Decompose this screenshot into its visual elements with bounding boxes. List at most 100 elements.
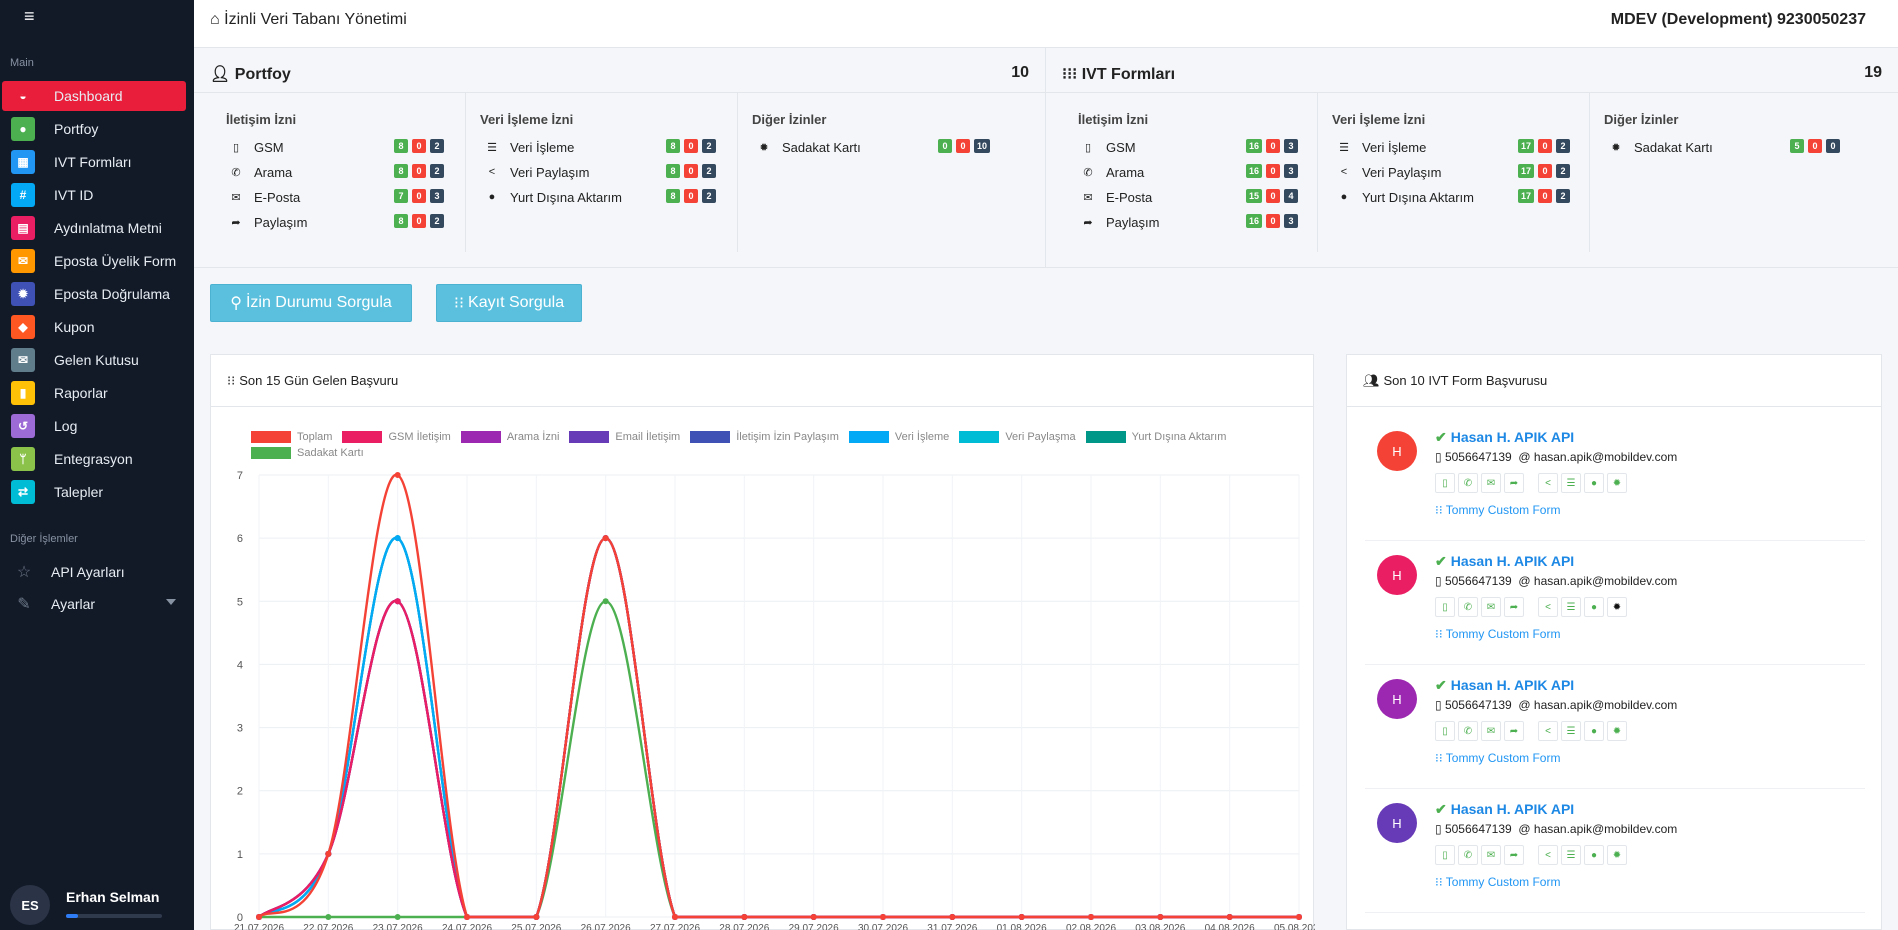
sidebar-item-eposta-yelik-form[interactable]: ✉ Eposta Üyelik Form bbox=[2, 246, 186, 276]
form-name: Tommy Custom Form bbox=[1445, 627, 1561, 641]
at-icon: @ bbox=[1518, 450, 1531, 464]
share-alt-icon: < bbox=[1538, 845, 1558, 865]
applicant-name[interactable]: ✔ Hasan H. APIK API bbox=[1435, 429, 1574, 446]
applicant-phone: 5056647139 bbox=[1444, 822, 1512, 836]
applicant-name-text: Hasan H. APIK API bbox=[1450, 801, 1575, 817]
chart-legend: Toplam GSM İletişim Arama İzni Email İletiş… bbox=[251, 431, 1301, 463]
spacer bbox=[1527, 597, 1535, 617]
share-alt-icon: < bbox=[1340, 166, 1348, 178]
spacer bbox=[1527, 473, 1535, 493]
applicant-name[interactable]: ✔ Hasan H. APIK API bbox=[1435, 677, 1574, 694]
badge-icon: ✹ bbox=[1607, 597, 1627, 617]
ivt-column: Veri İşleme İzni ☰ Veri İşleme 17 0 2 < Veri Pa… bbox=[1318, 92, 1590, 252]
y-tick-label: 5 bbox=[237, 596, 243, 608]
mobile-icon: ▯ bbox=[1435, 574, 1442, 588]
user-profile[interactable]: ES bbox=[10, 885, 50, 925]
legend-item[interactable]: Yurt Dışına Aktarım bbox=[1085, 431, 1226, 443]
user-name: Erhan Selman bbox=[66, 889, 160, 905]
list-item[interactable]: H ✔ Hasan H. APIK API ▯ 5056647139 @ hasan.… bbox=[1365, 789, 1865, 913]
approved-count-badge: 17 bbox=[1518, 164, 1535, 178]
globe-icon: ● bbox=[1584, 597, 1604, 617]
sidebar-item-ivt-id[interactable]: # IVT ID bbox=[2, 180, 186, 210]
sidebar-item-dashboard[interactable]: ◒ Dashboard bbox=[2, 81, 186, 111]
form-link[interactable]: ⁝⁝ Tommy Custom Form bbox=[1435, 627, 1560, 641]
legend-item[interactable]: Toplam bbox=[251, 431, 332, 443]
count-badges: 15 0 4 bbox=[1246, 189, 1299, 203]
check-icon: ✔ bbox=[1435, 801, 1447, 817]
kayit-sorgula-button[interactable]: ⁝⁝ Kayıt Sorgula bbox=[436, 284, 582, 322]
hash-icon: # bbox=[11, 183, 35, 207]
rejected-count-badge: 0 bbox=[1266, 189, 1281, 203]
legend-item[interactable]: GSM İletişim bbox=[342, 431, 451, 443]
x-tick-label: 31.07.2026 bbox=[927, 923, 977, 930]
data-point bbox=[325, 914, 332, 920]
legend-item[interactable]: İletişim İzin Paylaşım bbox=[690, 431, 839, 443]
form-link[interactable]: ⁝⁝ Tommy Custom Form bbox=[1435, 875, 1560, 889]
ticket-icon: ◆ bbox=[11, 315, 35, 339]
exchange-icon: ⇄ bbox=[11, 480, 35, 504]
data-point bbox=[1018, 914, 1025, 920]
legend-item[interactable]: Veri İşleme bbox=[848, 431, 950, 443]
izin-durumu-sorgula-button[interactable]: ⚲ İzin Durumu Sorgula bbox=[210, 284, 412, 322]
badge-icon: ✹ bbox=[11, 282, 35, 306]
approved-count-badge: 16 bbox=[1246, 164, 1263, 178]
legend-item[interactable]: Arama İzni bbox=[460, 431, 559, 443]
avatar: H bbox=[1377, 803, 1417, 843]
count-badges: 16 0 3 bbox=[1246, 164, 1299, 178]
form-link[interactable]: ⁝⁝ Tommy Custom Form bbox=[1435, 751, 1560, 765]
permission-label: Arama bbox=[254, 164, 293, 180]
applicant-name[interactable]: ✔ Hasan H. APIK API bbox=[1435, 553, 1574, 570]
permission-row: ☰ Veri İşleme 17 0 2 bbox=[1336, 138, 1580, 156]
unknown-count-badge: 2 bbox=[1556, 164, 1571, 178]
sidebar-item-label: API Ayarları bbox=[51, 564, 125, 580]
list-item[interactable]: H ✔ Hasan H. APIK API ▯ 5056647139 @ hasan.… bbox=[1365, 665, 1865, 789]
check-icon: ✔ bbox=[1435, 553, 1447, 569]
mobile-icon: ▯ bbox=[1435, 450, 1442, 464]
share-alt-icon: < bbox=[1538, 597, 1558, 617]
permission-row: ✉ E-Posta 7 0 3 bbox=[228, 188, 472, 206]
legend-label: Veri İşleme bbox=[894, 431, 950, 443]
file-icon: ▤ bbox=[11, 216, 35, 240]
sidebar-item-ayarlar[interactable]: ✎ Ayarlar bbox=[2, 589, 186, 619]
sidebar-item-gelen-kutusu[interactable]: ✉ Gelen Kutusu bbox=[2, 345, 186, 375]
hamburger-menu-icon[interactable]: ≡ bbox=[24, 6, 35, 26]
sidebar-item-entegrasyon[interactable]: ᛘ Entegrasyon bbox=[2, 444, 186, 474]
applicant-name-text: Hasan H. APIK API bbox=[1450, 429, 1575, 445]
at-icon: @ bbox=[1518, 698, 1531, 712]
sidebar-item-label: Log bbox=[54, 418, 78, 434]
sidebar-item-kupon[interactable]: ◆ Kupon bbox=[2, 312, 186, 342]
data-point bbox=[1088, 914, 1094, 920]
sidebar-item-talepler[interactable]: ⇄ Talepler bbox=[2, 477, 186, 507]
count-badges: 16 0 3 bbox=[1246, 214, 1299, 228]
divider bbox=[1046, 92, 1898, 93]
sidebar-item-api-ayarlari[interactable]: ☆ API Ayarları bbox=[2, 557, 186, 587]
applicant-phone: 5056647139 bbox=[1444, 698, 1512, 712]
grid-icon: ⁝⁝ bbox=[1435, 875, 1443, 889]
history-icon: ↺ bbox=[11, 414, 35, 438]
list-item[interactable]: H ✔ Hasan H. APIK API ▯ 5056647139 @ hasan.… bbox=[1365, 417, 1865, 541]
legend-item[interactable]: Sadakat Kartı bbox=[251, 447, 364, 459]
unknown-count-badge: 2 bbox=[430, 164, 444, 178]
sidebar-item-log[interactable]: ↺ Log bbox=[2, 411, 186, 441]
sidebar-item-ivt-formlar-[interactable]: ▦ IVT Formları bbox=[2, 147, 186, 177]
sidebar-item-raporlar[interactable]: ▮ Raporlar bbox=[2, 378, 186, 408]
data-point bbox=[394, 914, 401, 920]
permission-row: < Veri Paylaşım 8 0 2 bbox=[484, 163, 728, 181]
sidebar-item-eposta-do-rulama[interactable]: ✹ Eposta Doğrulama bbox=[2, 279, 186, 309]
list-item[interactable]: H ✔ Hasan H. APIK API ▯ 5056647139 @ hasan.… bbox=[1365, 541, 1865, 665]
legend-swatch bbox=[342, 431, 383, 443]
badge-icon: ✹ bbox=[759, 141, 769, 154]
unknown-count-badge: 4 bbox=[1284, 189, 1299, 203]
applicant-name[interactable]: ✔ Hasan H. APIK API bbox=[1435, 801, 1574, 818]
star-icon: ☆ bbox=[16, 564, 32, 581]
line-chart: 0 1 2 3 4 5 6 7 21.07.2026 22.07.2026 23.07.2026 24… bbox=[234, 470, 1315, 930]
spacer bbox=[1527, 721, 1535, 741]
sidebar-item-portfoy[interactable]: ● Portfoy bbox=[2, 114, 186, 144]
form-link[interactable]: ⁝⁝ Tommy Custom Form bbox=[1435, 503, 1560, 517]
legend-item[interactable]: Email İletişim bbox=[569, 431, 680, 443]
permission-row: < Veri Paylaşım 17 0 2 bbox=[1336, 163, 1580, 181]
sidebar-item-ayd-nlatma-metni[interactable]: ▤ Aydınlatma Metni bbox=[2, 213, 186, 243]
legend-item[interactable]: Veri Paylaşma bbox=[959, 431, 1076, 443]
y-tick-label: 4 bbox=[237, 659, 243, 671]
